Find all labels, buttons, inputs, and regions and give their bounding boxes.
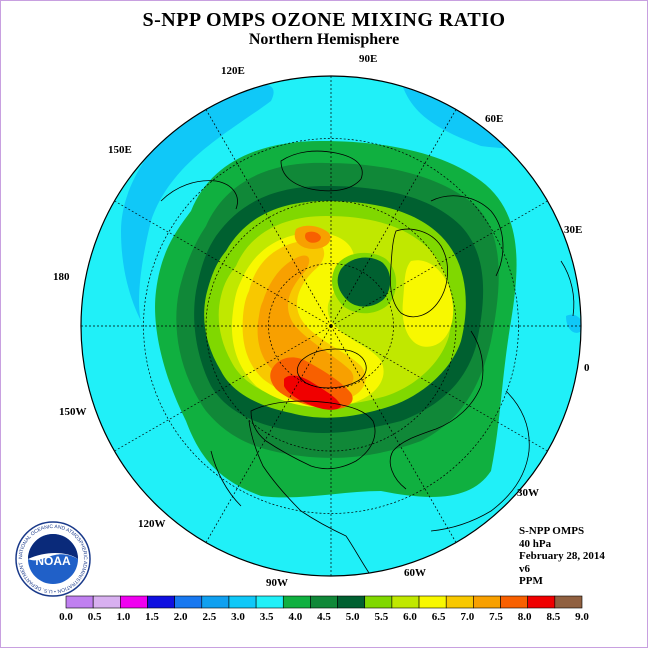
colorbar-tick-label: 3.0 [231, 611, 245, 623]
coastlines [160, 150, 575, 576]
colorbar-tick-label: 0.5 [88, 611, 102, 623]
colorbar-swatches [65, 595, 583, 609]
colorbar-swatch [255, 595, 284, 609]
contour-8.5 [284, 375, 341, 410]
colorbar-tick-label: 6.0 [403, 611, 417, 623]
parallel-ring-1 [268, 263, 394, 389]
lon-label-90W: 90W [266, 577, 288, 589]
lon-label-30E: 30E [564, 224, 582, 236]
colorbar-tick-label: 4.5 [317, 611, 331, 623]
colorbar-tick-label: 2.0 [174, 611, 188, 623]
contour-6.5-east [402, 260, 454, 347]
parallel-ring-3 [143, 138, 519, 514]
logo-upper-half [28, 534, 78, 559]
info-instrument: S-NPP OMPS [519, 525, 585, 537]
colorbar-swatch [391, 595, 420, 609]
map-boundary [80, 75, 582, 577]
colorbar-tick-label: 4.0 [288, 611, 302, 623]
info-block: S-NPP OMPS 40 hPa February 28, 2014 v6 P… [519, 525, 605, 588]
info-units: PPM [519, 575, 543, 587]
colorbar-tick-label: 6.5 [432, 611, 446, 623]
colorbar-swatch [500, 595, 528, 609]
colorbar-swatch [201, 595, 230, 609]
colorbar-swatch [92, 595, 121, 609]
lon-label-60W: 60W [404, 567, 426, 579]
lon-label-30W: 30W [517, 487, 539, 499]
colorbar-swatch [120, 595, 148, 609]
colorbar-swatch [174, 595, 203, 609]
lon-label-90E: 90E [359, 53, 377, 65]
contour-7.5 [257, 255, 354, 392]
lon-label-150W: 150W [59, 406, 87, 418]
colorbar-swatch [228, 595, 257, 609]
colorbar-swatch [554, 595, 583, 609]
lon-label-150E: 150E [108, 144, 132, 156]
logo-text: NOAA [35, 554, 71, 568]
chart-subtitle: Northern Hemisphere [248, 31, 400, 48]
longitude-labels: 90E 60E 30E 0 30W 60W 90W 120W 150W 180 … [53, 53, 590, 589]
colorbar-swatch [473, 595, 501, 609]
colorbar-tick-label: 1.5 [145, 611, 159, 623]
meridian-150W [114, 325, 332, 452]
info-level: 40 hPa [519, 537, 552, 550]
lon-label-120W: 120W [138, 518, 166, 530]
colorbar-tick-label: 2.5 [202, 611, 216, 623]
colorbar-labels: 0.0 0.5 1.0 1.5 2.0 2.5 3.0 3.5 4.0 4.5 5.0 5.5 6.0 6… [59, 611, 589, 623]
info-date: February 28, 2014 [519, 550, 605, 562]
colorbar-swatch [337, 595, 366, 609]
noaa-logo-icon: NATIONAL OCEANIC AND ATMOSPHERIC ADMINIS… [15, 521, 91, 597]
parallel-ring-2 [205, 200, 457, 452]
meridian-60W [330, 325, 457, 543]
lon-label-120E: 120E [221, 65, 245, 77]
colorbar-swatch [147, 595, 175, 609]
colorbar-tick-label: 5.5 [374, 611, 388, 623]
colorbar-swatch [310, 595, 338, 609]
lon-label-60E: 60E [485, 113, 503, 125]
info-version: v6 [519, 562, 530, 575]
colorbar-swatch [65, 595, 94, 609]
colorbar-tick-label: 3.5 [260, 611, 274, 623]
colorbar-tick-label: 8.5 [546, 611, 560, 623]
colorbar-tick-label: 9.0 [575, 611, 589, 623]
grid-lines [81, 76, 581, 576]
chart-title: S-NPP OMPS OZONE MIXING RATIO [142, 9, 506, 31]
colorbar-tick-label: 7.0 [460, 611, 474, 623]
colorbar-swatch [527, 595, 556, 609]
colorbar-swatch [282, 595, 311, 609]
colorbar-tick-label: 0.0 [59, 611, 73, 623]
colorbar-tick-label: 1.0 [116, 611, 130, 623]
colorbar-swatch [418, 595, 447, 609]
lon-label-180: 180 [53, 271, 70, 283]
contour-3.0-east [566, 314, 581, 333]
lon-label-0: 0 [584, 362, 590, 374]
colorbar-tick-label: 8.0 [518, 611, 532, 623]
colorbar-tick-label: 7.5 [489, 611, 503, 623]
low-region-5.0 [337, 257, 391, 307]
meridian-30E [330, 200, 548, 327]
colorbar-swatch [445, 595, 474, 609]
meridian-60E [330, 109, 457, 327]
contour-8.0-north [305, 231, 321, 243]
colorbar-swatch [364, 595, 393, 609]
colorbar-tick-label: 5.0 [346, 611, 360, 623]
meridian-120E [205, 109, 332, 327]
